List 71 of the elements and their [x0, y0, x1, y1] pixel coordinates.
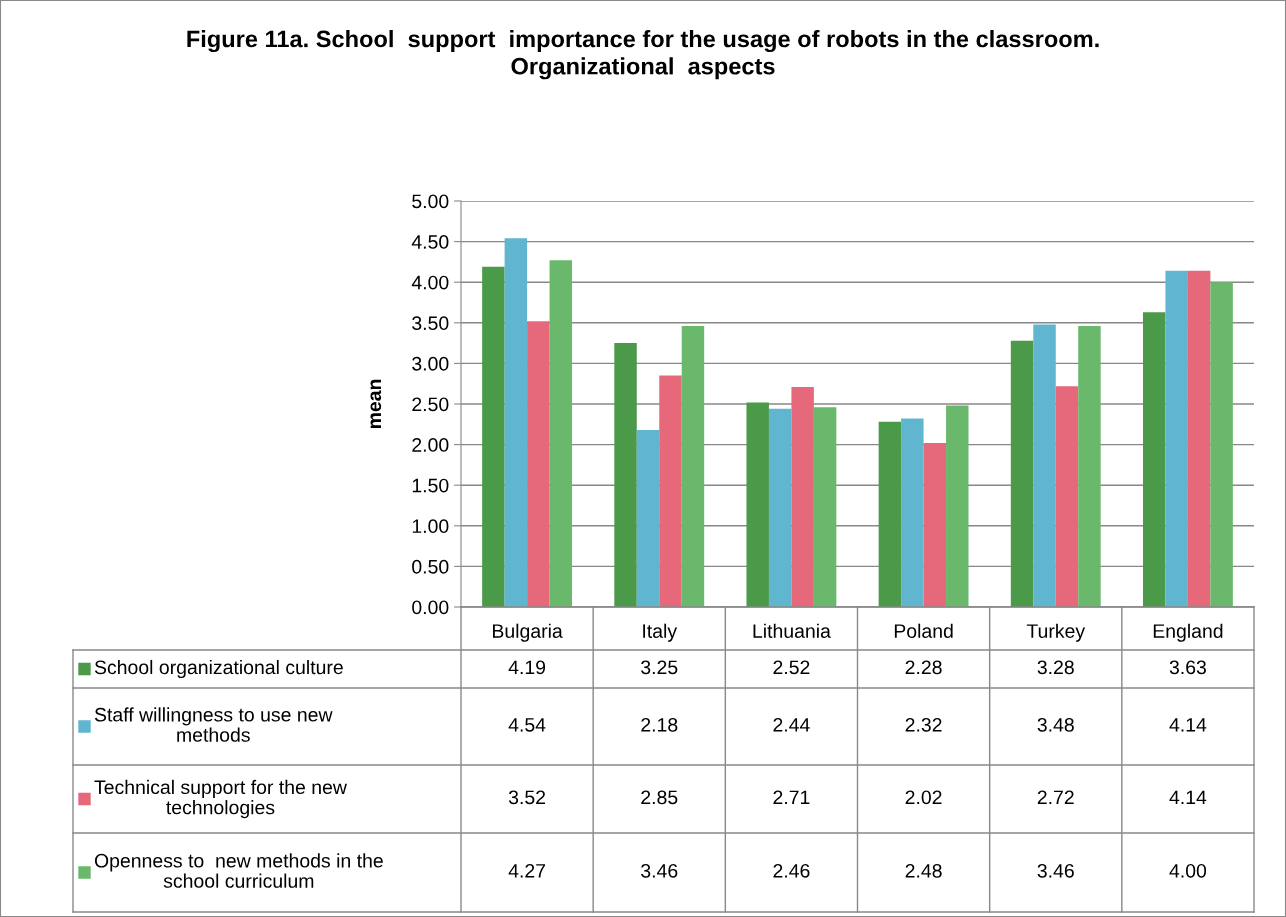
- data-label: 2.28: [905, 660, 942, 675]
- bar: [482, 266, 505, 607]
- y-tick-label: 1.50: [412, 478, 449, 493]
- data-label: 2.44: [773, 717, 810, 732]
- data-label: 2.52: [773, 660, 810, 675]
- bar: [614, 343, 637, 607]
- data-label: 3.63: [1169, 660, 1206, 675]
- data-label: 4.14: [1169, 790, 1207, 805]
- bar: [923, 442, 947, 607]
- bar: [1078, 326, 1101, 607]
- bar: [527, 321, 550, 607]
- x-tick-label: Italy: [643, 623, 678, 642]
- data-label: 2.46: [773, 863, 810, 878]
- bar: [681, 326, 705, 607]
- data-label: 4.19: [508, 660, 546, 675]
- bar: [1165, 270, 1188, 607]
- data-label: 4.14: [1169, 718, 1207, 732]
- bar: [659, 375, 682, 607]
- y-tick-label: 5.00: [412, 194, 449, 209]
- y-tick-label: 2.00: [412, 438, 449, 452]
- legend-label: Staff willingness to use new methods: [94, 707, 333, 742]
- data-label: 2.85: [641, 790, 678, 805]
- data-label: 3.48: [1037, 717, 1074, 732]
- bar: [504, 238, 528, 607]
- data-label: 4.27: [508, 863, 546, 878]
- bar: [878, 421, 902, 607]
- data-label: 3.25: [641, 660, 678, 675]
- bar: [746, 402, 769, 607]
- y-tick-label: 4.50: [411, 235, 449, 249]
- x-tick-label: England: [1153, 623, 1223, 642]
- bar: [1210, 282, 1233, 607]
- data-label: 3.28: [1037, 660, 1074, 675]
- bar: [636, 429, 660, 607]
- bar: [1187, 270, 1211, 607]
- bar: [1033, 324, 1056, 607]
- y-tick-label: 2.50: [412, 397, 449, 412]
- bar: [1055, 386, 1079, 607]
- data-label: 3.52: [508, 790, 546, 805]
- bar: [946, 405, 969, 607]
- y-tick-label: 3.00: [412, 356, 449, 371]
- x-tick-label: Turkey: [1026, 623, 1086, 642]
- bar: [1142, 312, 1166, 607]
- y-tick-label: 0.50: [412, 559, 449, 574]
- y-tick-label: 1.00: [412, 519, 449, 534]
- bar: [791, 386, 814, 607]
- data-label: 2.32: [905, 717, 942, 732]
- data-label: 2.71: [773, 790, 810, 805]
- y-tick-label: 3.50: [412, 316, 449, 331]
- bar: [768, 408, 792, 607]
- chart-title: Figure 11a. School support importance for the usage of robots in the classroom. Organizational aspects: [187, 30, 1099, 80]
- bar: [901, 418, 924, 607]
- data-label: 4.00: [1169, 863, 1207, 878]
- data-label: 2.02: [905, 790, 942, 805]
- data-label: 3.46: [1037, 863, 1074, 878]
- bar: [813, 407, 837, 607]
- legend-label: Openness to new methods in the school curriculum: [94, 853, 383, 888]
- data-label: 3.46: [641, 863, 678, 878]
- x-tick-label: Lithuania: [753, 623, 831, 638]
- legend-label: Technical support for the new technologies: [94, 779, 347, 819]
- data-label: 2.72: [1037, 790, 1074, 805]
- y-axis-title: mean: [370, 379, 382, 429]
- y-tick-label: 4.00: [411, 275, 449, 290]
- data-label: 2.48: [905, 863, 942, 878]
- legend-label: School organizational culture: [94, 659, 343, 679]
- bar: [1010, 340, 1034, 607]
- data-label: 2.18: [641, 717, 678, 732]
- data-label: 4.54: [508, 718, 546, 732]
- x-tick-label: Bulgaria: [493, 623, 563, 642]
- x-tick-label: Poland: [894, 623, 953, 638]
- bar: [549, 260, 573, 607]
- y-tick-label: 0.00: [412, 600, 449, 615]
